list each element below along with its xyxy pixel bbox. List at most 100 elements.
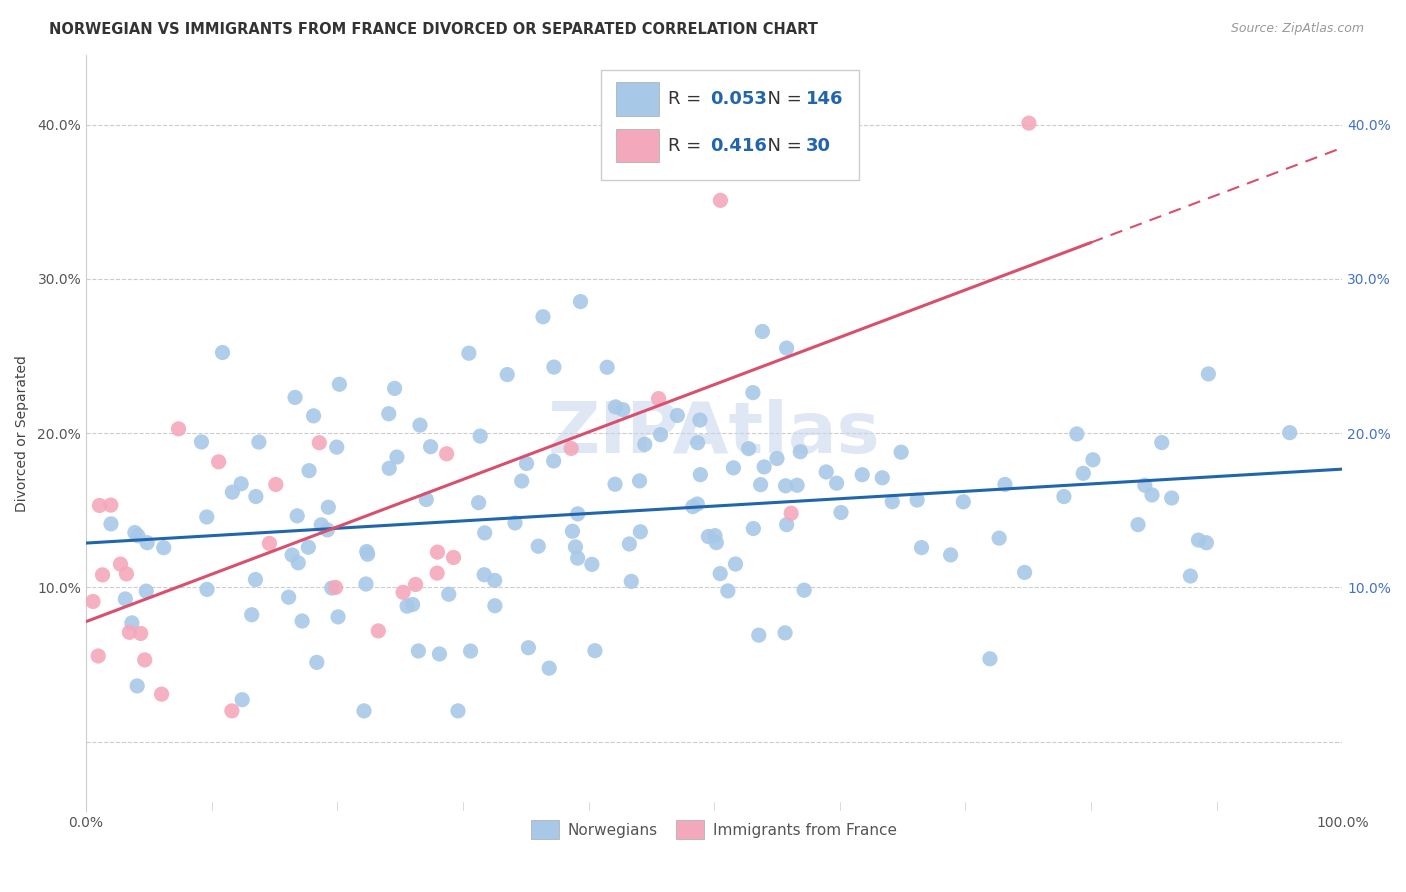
Point <box>882 494 904 508</box>
Point <box>124 525 146 540</box>
Point <box>1018 116 1040 130</box>
Point <box>851 467 873 482</box>
Point <box>429 647 451 661</box>
Point <box>689 467 711 482</box>
Point <box>647 392 669 406</box>
Point <box>114 591 136 606</box>
Point <box>905 493 928 508</box>
Point <box>1180 569 1202 583</box>
Point <box>620 574 643 589</box>
Point <box>1053 490 1076 504</box>
Point <box>776 517 799 532</box>
Point <box>285 508 308 523</box>
Point <box>91 567 114 582</box>
Point <box>231 692 253 706</box>
Point <box>135 584 157 599</box>
Point <box>443 550 465 565</box>
Point <box>277 591 299 605</box>
Point <box>619 537 641 551</box>
Point <box>1197 367 1219 381</box>
Point <box>221 704 243 718</box>
Point <box>437 587 460 601</box>
Text: NORWEGIAN VS IMMIGRANTS FROM FRANCE DIVORCED OR SEPARATED CORRELATION CHART: NORWEGIAN VS IMMIGRANTS FROM FRANCE DIVO… <box>49 22 818 37</box>
Point <box>543 454 565 468</box>
Point <box>1126 517 1149 532</box>
Point <box>474 525 496 540</box>
Point <box>318 500 340 515</box>
Point <box>328 377 350 392</box>
FancyBboxPatch shape <box>616 129 659 162</box>
Point <box>748 628 770 642</box>
Point <box>436 447 458 461</box>
Point <box>211 345 233 359</box>
Point <box>939 548 962 562</box>
Point <box>567 507 589 521</box>
Point <box>231 476 253 491</box>
Point <box>281 548 304 562</box>
Text: N =: N = <box>755 90 807 108</box>
Point <box>988 531 1011 545</box>
Point <box>207 455 229 469</box>
Point <box>308 435 330 450</box>
Point <box>136 535 159 549</box>
Point <box>134 653 156 667</box>
Point <box>150 687 173 701</box>
Point <box>910 541 932 555</box>
Point <box>567 551 589 566</box>
Point <box>100 498 122 512</box>
Point <box>460 644 482 658</box>
Point <box>749 477 772 491</box>
Point <box>298 464 321 478</box>
Text: 0.416: 0.416 <box>710 136 768 155</box>
Point <box>484 574 506 588</box>
Point <box>240 607 263 622</box>
Point <box>650 427 672 442</box>
Point <box>316 523 339 537</box>
Point <box>354 577 377 591</box>
Point <box>789 444 811 458</box>
Point <box>195 510 218 524</box>
Point <box>569 294 592 309</box>
Point <box>353 704 375 718</box>
Point <box>115 566 138 581</box>
Point <box>392 585 415 599</box>
Point <box>409 418 432 433</box>
Point <box>561 524 583 539</box>
Point <box>741 385 763 400</box>
Point <box>484 599 506 613</box>
Point <box>682 500 704 514</box>
Point <box>284 391 307 405</box>
Point <box>1014 566 1036 580</box>
Point <box>385 450 408 464</box>
Point <box>127 679 149 693</box>
Point <box>321 581 343 595</box>
Point <box>405 577 427 591</box>
Point <box>517 640 540 655</box>
Point <box>426 545 449 559</box>
Point <box>830 506 852 520</box>
Point <box>686 497 709 511</box>
Point <box>245 490 267 504</box>
Point <box>666 409 689 423</box>
Point <box>709 566 731 581</box>
Point <box>527 539 550 553</box>
Point <box>766 451 789 466</box>
Point <box>775 479 797 493</box>
Text: 0.053: 0.053 <box>710 90 768 108</box>
Point <box>100 516 122 531</box>
Point <box>596 360 619 375</box>
Point <box>82 594 104 608</box>
Point <box>325 581 347 595</box>
Point <box>356 547 378 561</box>
FancyBboxPatch shape <box>602 70 859 180</box>
Point <box>309 517 332 532</box>
Point <box>1081 452 1104 467</box>
Point <box>384 381 406 395</box>
Point <box>110 557 132 571</box>
Point <box>538 661 561 675</box>
Point <box>628 474 651 488</box>
Text: R =: R = <box>668 136 707 155</box>
Point <box>378 461 401 475</box>
Point <box>890 445 912 459</box>
FancyBboxPatch shape <box>616 82 659 116</box>
